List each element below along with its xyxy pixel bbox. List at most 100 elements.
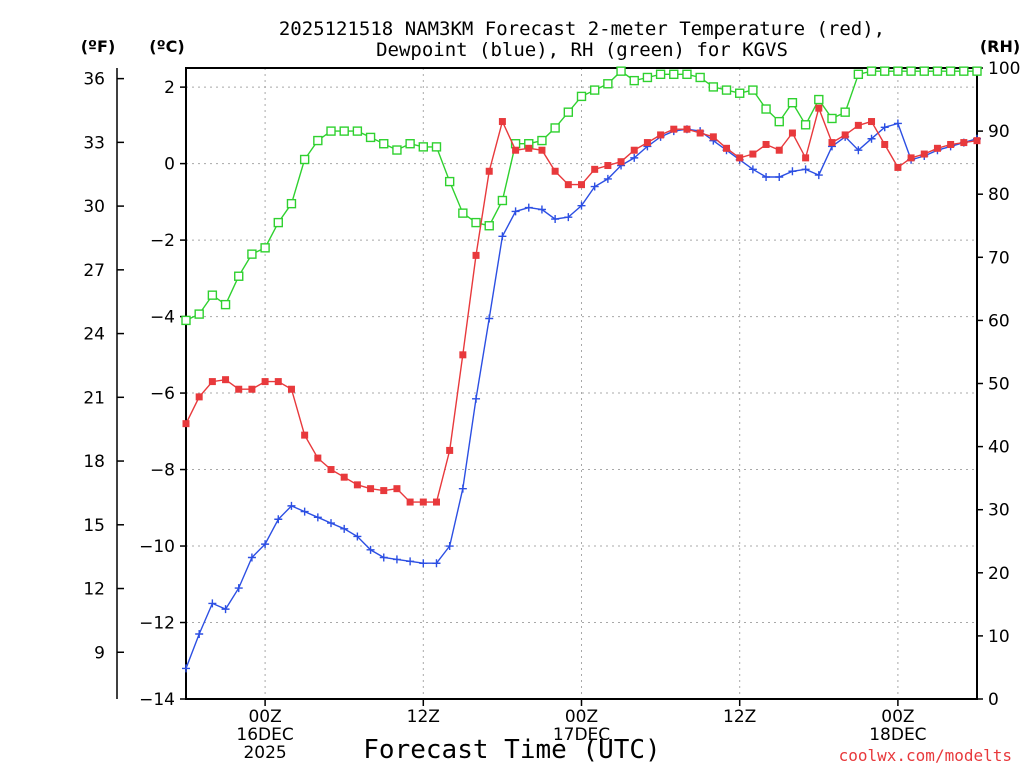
dewpoint-point xyxy=(801,165,810,174)
dewpoint-point xyxy=(590,182,599,191)
chart-title-line-1: 2025121518 NAM3KM Forecast 2-meter Tempe… xyxy=(279,18,885,40)
temperature-series xyxy=(182,104,981,506)
dewpoint-point xyxy=(458,484,467,493)
rh-point xyxy=(787,98,798,108)
dewpoint-point xyxy=(406,557,415,566)
temperature-point xyxy=(498,118,506,126)
temperature-point xyxy=(314,454,322,462)
fahrenheit-tick-label: 9 xyxy=(94,643,105,663)
dewpoint-point xyxy=(234,584,243,593)
temperature-point xyxy=(723,144,731,152)
dewpoint-point xyxy=(788,167,797,176)
temperature-point xyxy=(327,466,335,474)
credit-label: coolwx.com/modelts xyxy=(839,746,1012,765)
rh-point xyxy=(326,126,336,136)
dewpoint-series xyxy=(182,119,981,673)
rh-point xyxy=(972,66,982,76)
temperature-line xyxy=(185,105,978,503)
celsius-tick-label: −4 xyxy=(150,308,175,328)
rh-point xyxy=(181,315,191,326)
rh-point xyxy=(629,75,639,86)
dewpoint-point xyxy=(564,213,573,222)
data-series xyxy=(181,66,982,673)
temperature-point xyxy=(960,139,968,147)
temperature-point xyxy=(670,125,678,133)
rh-point xyxy=(365,132,376,143)
temperature-point xyxy=(828,139,836,147)
temperature-point xyxy=(419,498,427,506)
temperature-point xyxy=(459,351,467,359)
dewpoint-point xyxy=(762,172,771,181)
temperature-point xyxy=(973,137,981,145)
time-tick-label: 18DEC xyxy=(869,725,926,745)
fahrenheit-tick-label: 21 xyxy=(83,388,105,408)
rh-point xyxy=(431,142,442,152)
rh-point xyxy=(194,309,204,319)
rh-point xyxy=(761,104,771,114)
time-tick-label: 12Z xyxy=(723,707,756,727)
dewpoint-point xyxy=(867,134,876,143)
temperature-point xyxy=(854,121,862,129)
rh-point xyxy=(919,66,929,76)
rh-point xyxy=(576,91,587,102)
temperature-point xyxy=(933,144,941,152)
temperature-point xyxy=(815,104,823,112)
dewpoint-point xyxy=(419,559,428,568)
temperature-point xyxy=(788,129,796,137)
temperature-point xyxy=(775,146,783,154)
temperature-point xyxy=(894,163,902,171)
rh-point xyxy=(695,72,705,83)
dewpoint-point xyxy=(340,524,349,533)
rh-point xyxy=(379,139,389,149)
dewpoint-point xyxy=(366,545,375,554)
celsius-axis: 2 0 −2 −4 −6 −8 −10 −12 −14 xyxy=(139,78,186,710)
temperature-point xyxy=(696,129,704,137)
rh-point xyxy=(444,176,455,187)
rh-point xyxy=(959,66,969,76)
fahrenheit-tick-label: 24 xyxy=(83,325,105,345)
rh-point xyxy=(721,85,732,95)
dewpoint-point xyxy=(854,146,863,155)
temperature-point xyxy=(841,131,849,139)
rh-tick-label: 20 xyxy=(988,564,1010,584)
celsius-tick-label: −10 xyxy=(139,537,175,557)
rh-point xyxy=(550,123,560,133)
dewpoint-point xyxy=(313,513,322,522)
temperature-point xyxy=(591,165,599,173)
dewpoint-point xyxy=(511,207,520,216)
temperature-point xyxy=(208,378,216,386)
rh-point xyxy=(669,69,679,80)
temperature-point xyxy=(367,485,375,493)
celsius-tick-label: −14 xyxy=(139,690,175,710)
dewpoint-point xyxy=(300,507,309,516)
dewpoint-point xyxy=(274,515,283,524)
rh-point xyxy=(247,249,257,259)
rh-point xyxy=(906,66,916,76)
rh-point xyxy=(945,66,956,76)
rh-point xyxy=(774,116,784,127)
dewpoint-point xyxy=(195,629,204,638)
celsius-unit-label: (ºC) xyxy=(149,37,184,56)
rh-point xyxy=(458,208,468,218)
temperature-point xyxy=(235,385,243,393)
celsius-tick-label: 0 xyxy=(164,155,175,175)
dewpoint-point xyxy=(327,519,336,528)
temperature-point xyxy=(432,498,440,506)
rh-tick-label: 90 xyxy=(988,122,1010,142)
temperature-point xyxy=(182,420,190,428)
rh-tick-label: 10 xyxy=(988,627,1010,647)
rh-point xyxy=(537,135,547,146)
fahrenheit-axis: 36 33 30 27 24 21 18 15 12 9 xyxy=(83,68,124,699)
dewpoint-point xyxy=(630,153,639,162)
celsius-tick-label: 2 xyxy=(164,78,175,98)
temperature-point xyxy=(683,125,691,133)
rh-point xyxy=(234,271,244,281)
rh-point xyxy=(853,69,864,80)
time-tick-label: 00Z xyxy=(248,707,281,727)
rh-tick-label: 50 xyxy=(988,375,1010,395)
temperature-point xyxy=(907,154,915,162)
rh-point xyxy=(207,290,218,300)
rh-point xyxy=(748,85,758,95)
dewpoint-point xyxy=(524,203,533,212)
